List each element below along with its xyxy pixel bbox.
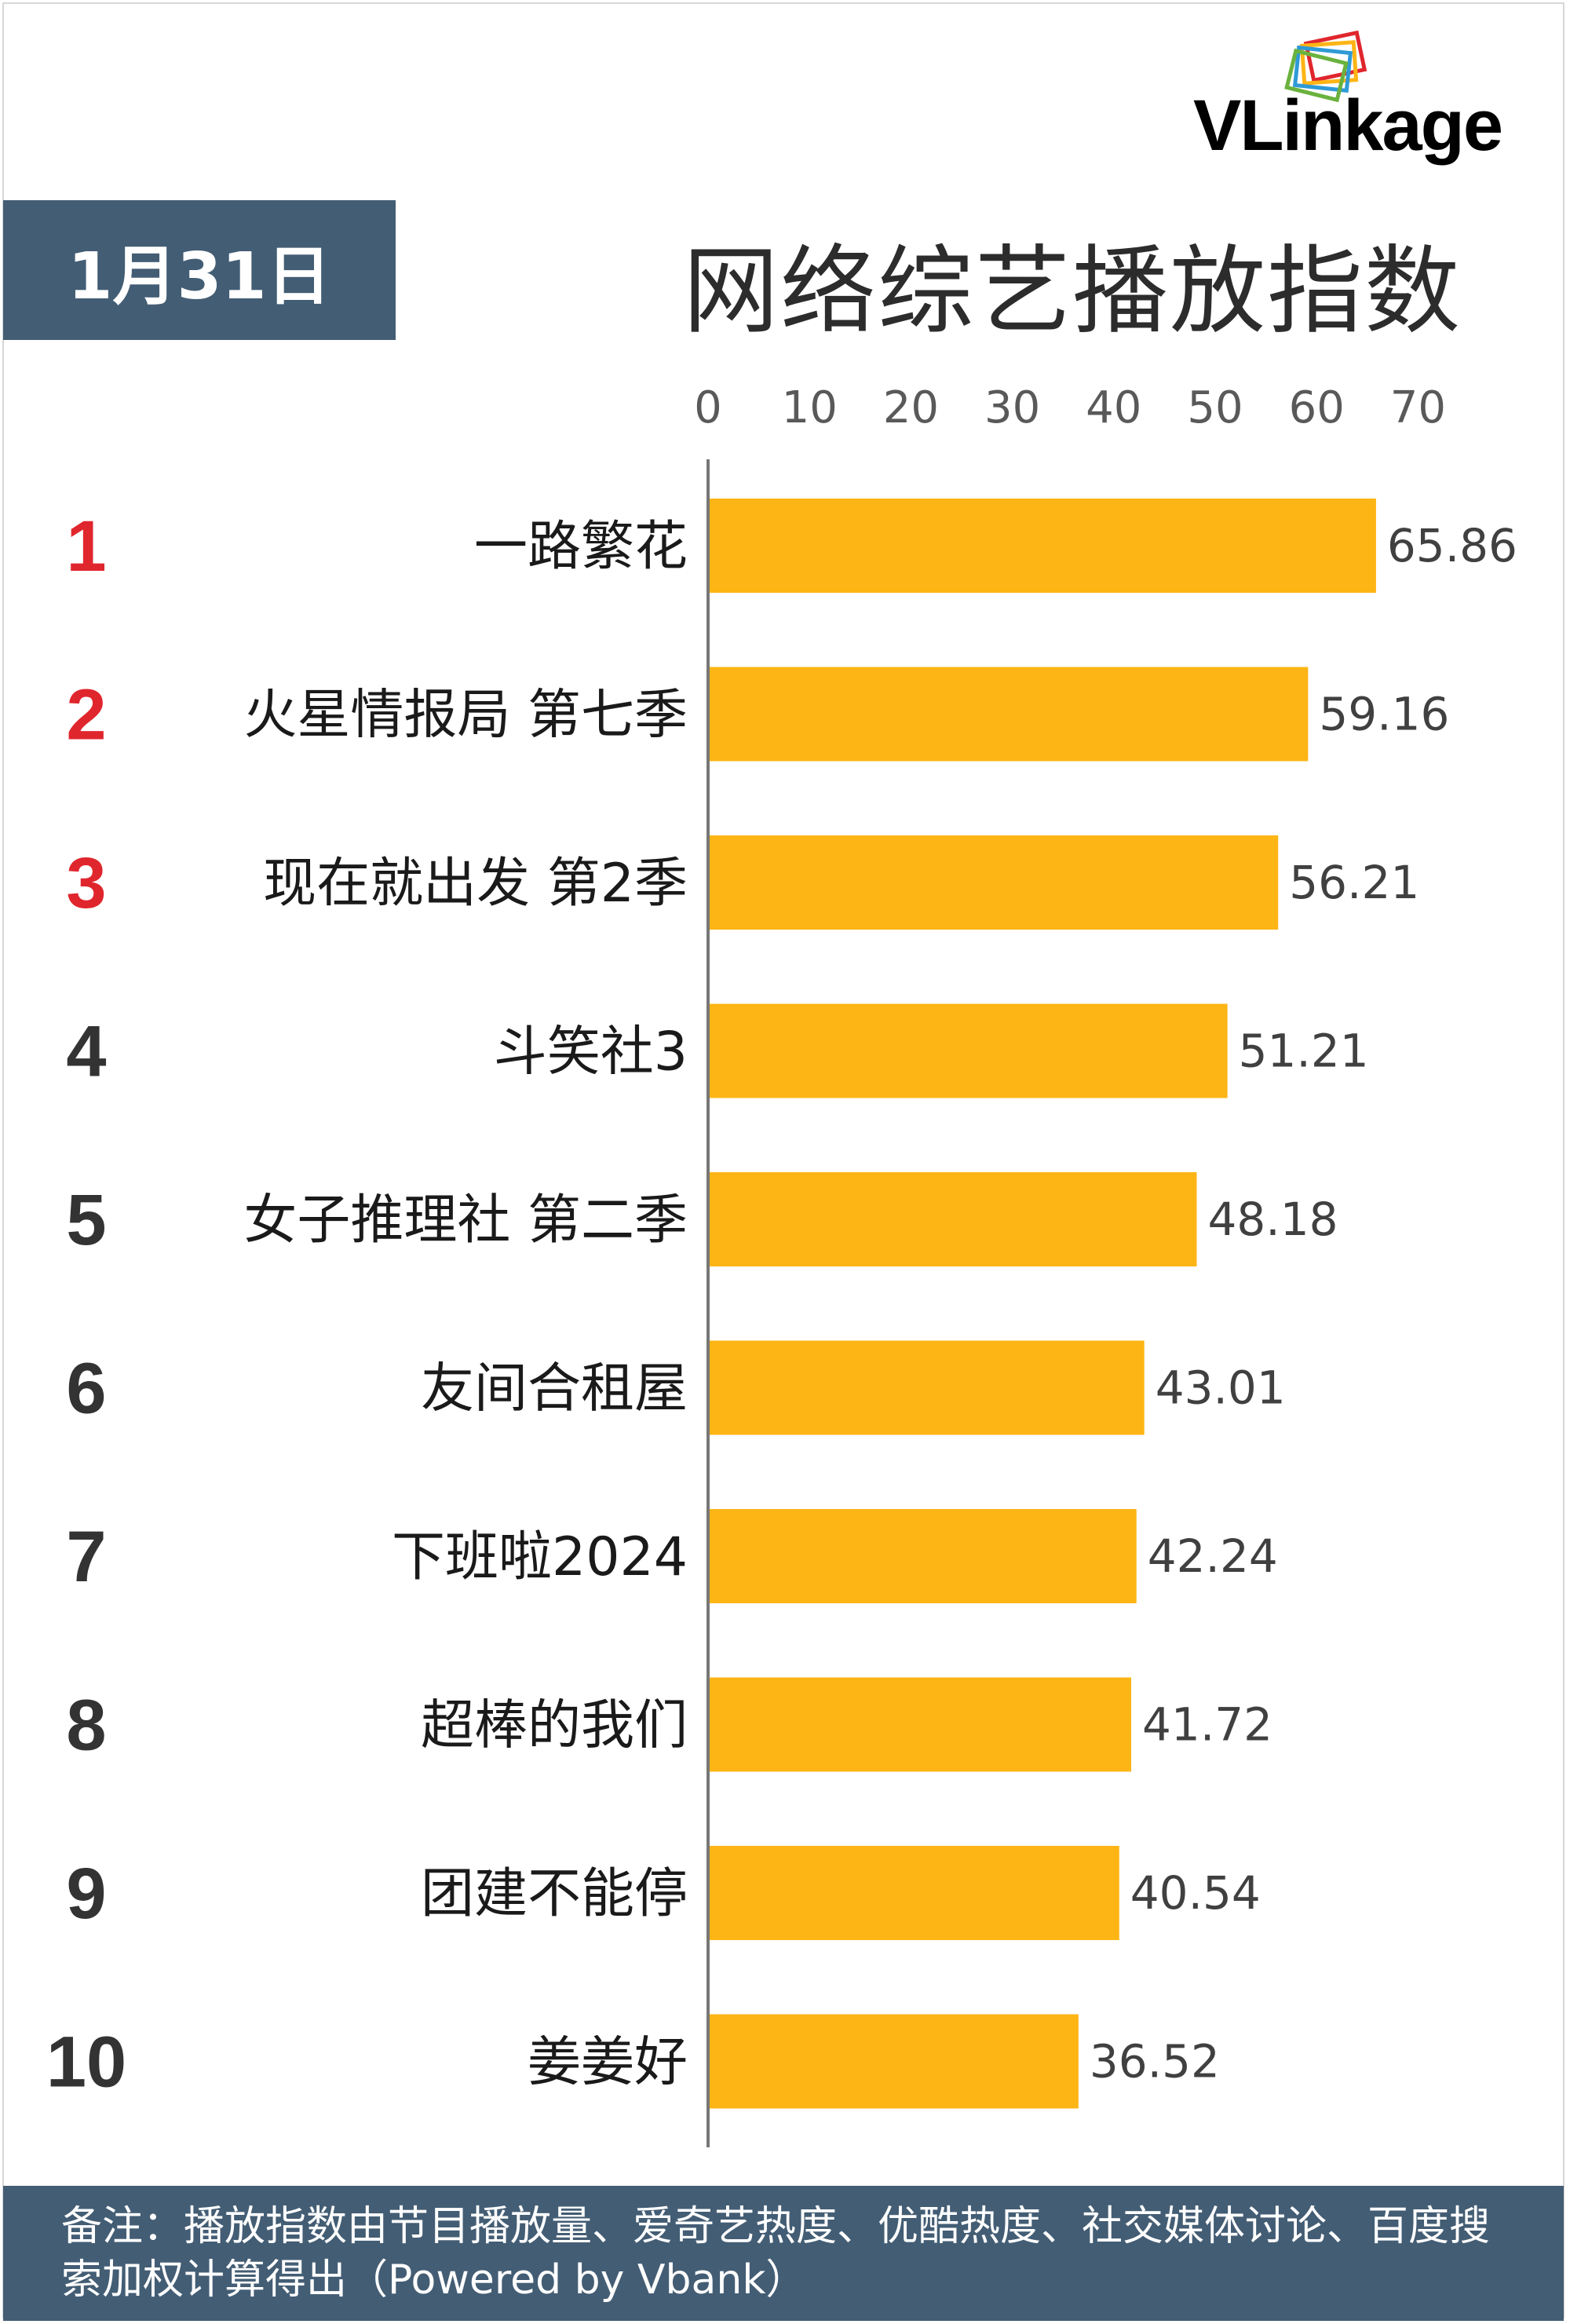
category-label: 友间合租屋: [421, 1358, 688, 1420]
footer-note: 备注：播放指数由节目播放量、爱奇艺热度、优酷热度、社交媒体讨论、百度搜索加权计算…: [61, 2203, 1491, 2304]
category-label: 现在就出发 第2季: [263, 853, 688, 915]
value-label: 48.18: [1207, 1193, 1338, 1246]
bar: [710, 1677, 1132, 1772]
value-label: 40.54: [1130, 1866, 1261, 1920]
rank-number: 4: [66, 1012, 106, 1092]
category-label: 下班啦2024: [392, 1526, 688, 1588]
rank-number: 7: [66, 1517, 106, 1597]
value-label: 51.21: [1239, 1025, 1369, 1078]
date-badge: 1月31日: [3, 200, 396, 340]
x-tick-label: 10: [782, 382, 838, 433]
rank-number: 10: [46, 2023, 126, 2103]
category-label: 团建不能停: [421, 1863, 688, 1925]
rank-number: 5: [66, 1180, 106, 1260]
bar: [710, 835, 1279, 930]
category-label: 斗笑社3: [494, 1021, 688, 1083]
page-title: 网络综艺播放指数: [683, 236, 1462, 347]
rank-number: 2: [66, 675, 106, 755]
x-tick-label: 60: [1289, 382, 1345, 433]
x-tick-label: 30: [984, 382, 1040, 433]
x-tick-label: 20: [883, 382, 939, 433]
x-tick-label: 40: [1086, 382, 1141, 433]
bar: [710, 1846, 1119, 1940]
bar: [710, 1340, 1145, 1435]
bar: [710, 667, 1309, 762]
footer-note-box: 备注：播放指数由节目播放量、爱奇艺热度、优酷热度、社交媒体讨论、百度搜索加权计算…: [3, 2186, 1564, 2321]
x-tick-label: 70: [1390, 382, 1446, 433]
value-label: 36.52: [1090, 2035, 1220, 2088]
value-label: 43.01: [1156, 1361, 1286, 1415]
rank-number: 3: [66, 843, 106, 923]
x-tick-label: 50: [1187, 382, 1243, 433]
category-label: 姜姜好: [528, 2032, 688, 2094]
logo-frames-icon: [1284, 30, 1367, 103]
bar: [710, 1003, 1228, 1098]
value-label: 42.24: [1148, 1529, 1278, 1583]
rank-number: 1: [66, 506, 106, 586]
brand-name: VLinkage: [1193, 86, 1503, 166]
value-label: 59.16: [1319, 688, 1449, 741]
value-label: 41.72: [1142, 1698, 1272, 1752]
bar: [710, 499, 1376, 593]
rank-number: 8: [66, 1686, 106, 1766]
bar: [710, 1509, 1137, 1603]
bar: [710, 1172, 1197, 1266]
category-label: 超棒的我们: [421, 1695, 688, 1757]
category-label: 一路繁花: [474, 516, 688, 578]
value-label: 65.86: [1387, 519, 1517, 572]
category-label: 女子推理社 第二季: [243, 1189, 688, 1252]
value-label: 56.21: [1289, 856, 1419, 909]
category-label: 火星情报局 第七季: [243, 685, 688, 747]
brand-logo: VLinkage: [1193, 30, 1562, 171]
bar: [710, 2014, 1079, 2109]
date-label: 1月31日: [68, 239, 331, 314]
x-tick-label: 0: [694, 382, 722, 433]
rank-number: 9: [66, 1854, 106, 1934]
rank-number: 6: [66, 1349, 106, 1429]
